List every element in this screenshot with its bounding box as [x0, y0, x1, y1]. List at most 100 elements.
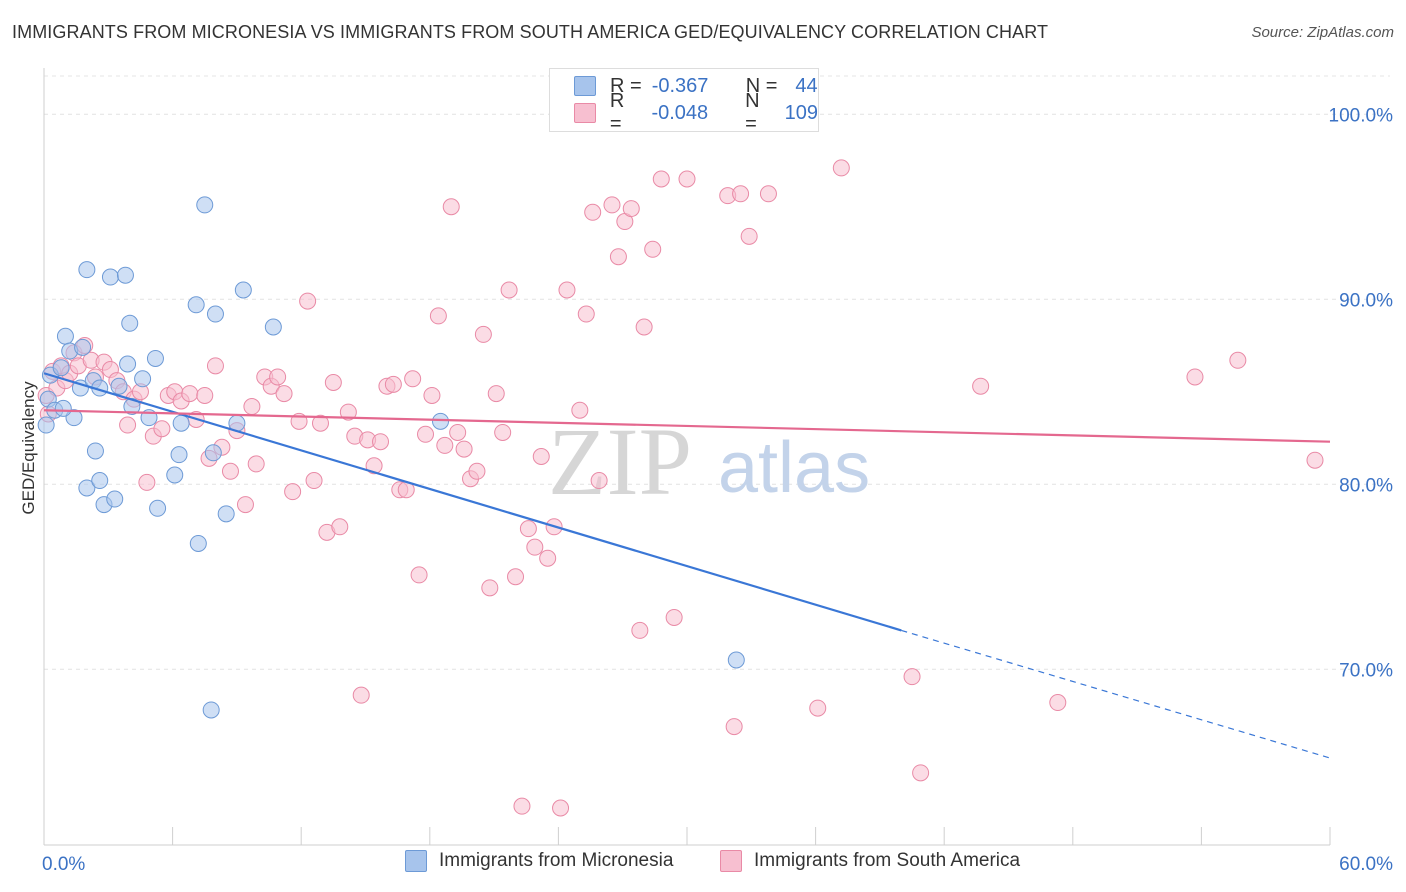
trend-line-south-america	[43, 409, 1331, 443]
point-south-america	[236, 496, 254, 514]
point-south-america	[571, 401, 589, 419]
point-south-america	[732, 185, 750, 203]
point-micronesia	[166, 466, 184, 484]
legend-n-value: 44	[795, 74, 818, 97]
point-south-america	[247, 455, 265, 473]
point-micronesia	[54, 399, 72, 417]
point-micronesia	[119, 355, 137, 373]
legend-n-value: 109	[784, 101, 818, 124]
x-tick-label: 60.0%	[1339, 854, 1393, 875]
point-south-america	[138, 473, 156, 491]
legend-n-label: N =	[745, 90, 760, 135]
point-south-america	[558, 281, 576, 299]
point-micronesia	[52, 359, 70, 377]
legend-row-micronesia: R = -0.367 N = 44	[574, 73, 818, 99]
point-south-america	[352, 686, 370, 704]
point-micronesia	[121, 314, 139, 332]
point-south-america	[678, 170, 696, 188]
point-south-america	[410, 566, 428, 584]
point-south-america	[622, 200, 640, 218]
point-south-america	[365, 457, 383, 475]
series-swatch-south-america	[720, 850, 742, 872]
y-axis-label: GED/Equivalency	[19, 381, 38, 515]
point-south-america	[221, 462, 239, 480]
point-south-america	[474, 325, 492, 343]
point-micronesia	[234, 281, 252, 299]
point-micronesia	[196, 196, 214, 214]
point-south-america	[455, 440, 473, 458]
trend-line-micronesia	[43, 372, 902, 632]
source-label: Source: ZipAtlas.com	[1251, 24, 1394, 41]
point-micronesia	[134, 370, 152, 388]
point-south-america	[269, 368, 287, 386]
point-south-america	[832, 159, 850, 177]
point-south-america	[609, 248, 627, 266]
point-micronesia	[170, 446, 188, 464]
point-micronesia	[149, 499, 167, 517]
point-micronesia	[202, 701, 220, 719]
point-south-america	[526, 538, 544, 556]
point-micronesia	[110, 377, 128, 395]
point-south-america	[481, 579, 499, 597]
point-south-america	[1229, 351, 1247, 369]
point-south-america	[331, 518, 349, 536]
point-south-america	[584, 203, 602, 221]
axes: 70.0% 80.0% 90.0% 100.0% 0.0% 60.0%	[42, 68, 1393, 875]
series-legend-micronesia: Immigrants from Micronesia	[405, 850, 673, 872]
point-micronesia	[189, 534, 207, 552]
stats-legend: R = -0.367 N = 44 R = -0.048 N = 109	[549, 68, 819, 135]
point-south-america	[284, 483, 302, 501]
point-south-america	[972, 377, 990, 395]
point-south-america	[759, 185, 777, 203]
point-south-america	[311, 414, 329, 432]
point-micronesia	[106, 490, 124, 508]
point-south-america	[196, 386, 214, 404]
point-micronesia	[146, 349, 164, 367]
point-south-america	[532, 448, 550, 465]
point-south-america	[644, 240, 662, 258]
point-south-america	[423, 386, 441, 404]
trend-lines	[43, 372, 1331, 759]
point-south-america	[119, 416, 137, 434]
point-micronesia	[65, 409, 83, 427]
point-micronesia	[86, 442, 104, 460]
chart-title: IMMIGRANTS FROM MICRONESIA VS IMMIGRANTS…	[12, 22, 1049, 42]
point-micronesia	[204, 444, 222, 462]
point-south-america	[577, 305, 595, 323]
point-south-america	[590, 472, 608, 490]
point-micronesia	[91, 472, 109, 490]
point-micronesia	[116, 266, 134, 284]
point-south-america	[912, 764, 930, 782]
point-micronesia	[206, 305, 224, 323]
point-south-america	[429, 307, 447, 325]
point-micronesia	[56, 327, 74, 345]
watermark-atlas: atlas	[718, 428, 870, 508]
point-south-america	[442, 198, 460, 216]
series-label-micronesia: Immigrants from Micronesia	[439, 850, 674, 871]
point-south-america	[665, 608, 683, 626]
point-south-america	[494, 423, 512, 441]
point-south-america	[181, 385, 199, 403]
point-micronesia	[101, 268, 119, 286]
point-south-america	[299, 292, 317, 310]
y-tick-label: 70.0%	[1339, 660, 1393, 681]
point-micronesia	[172, 414, 190, 432]
point-south-america	[487, 385, 505, 403]
point-south-america	[809, 699, 827, 717]
point-south-america	[539, 549, 557, 567]
watermark: ZIP atlas	[548, 408, 870, 515]
point-south-america	[725, 718, 743, 736]
point-micronesia	[727, 651, 745, 669]
point-micronesia	[78, 479, 96, 497]
point-south-america	[243, 398, 261, 416]
point-south-america	[305, 472, 323, 490]
legend-r-value: -0.367	[651, 74, 709, 97]
point-south-america	[740, 227, 758, 245]
point-south-america	[603, 196, 621, 214]
point-south-america	[436, 436, 454, 454]
point-micronesia	[78, 261, 96, 279]
trend-line-micronesia-extension	[901, 629, 1331, 759]
point-south-america	[903, 668, 921, 686]
point-south-america	[1306, 451, 1324, 469]
